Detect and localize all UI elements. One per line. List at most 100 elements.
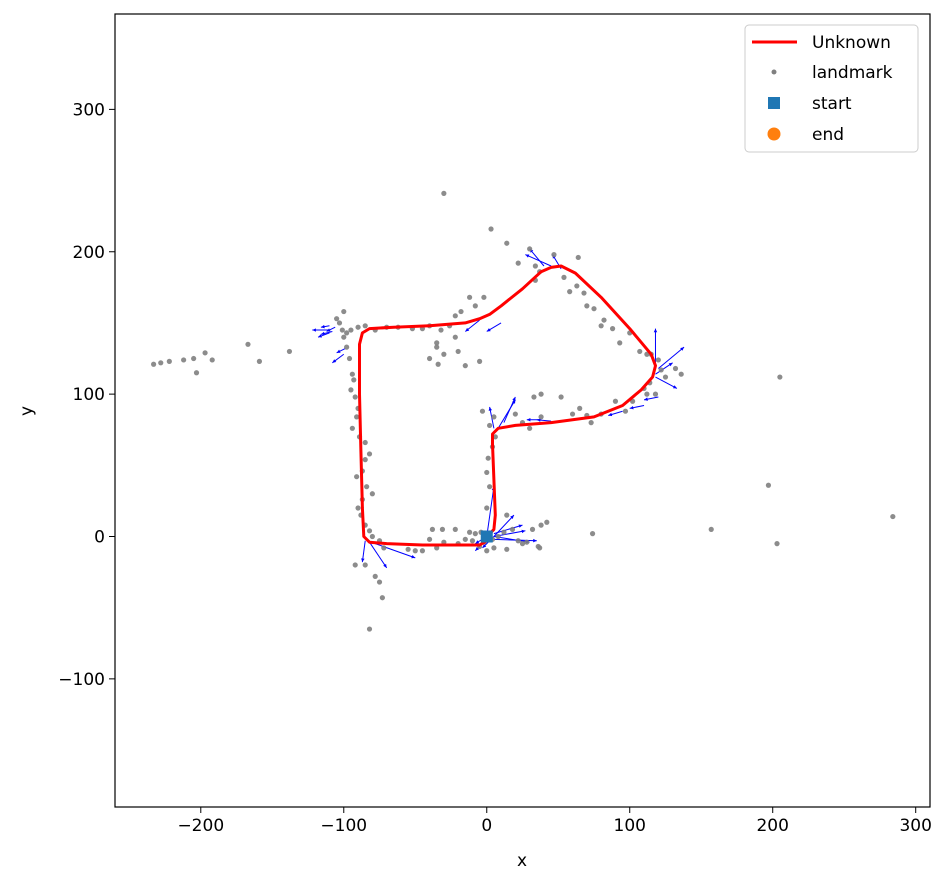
landmark-point <box>527 425 533 431</box>
landmark-point <box>765 482 772 488</box>
arrow-head <box>318 334 323 338</box>
landmark-point <box>581 290 587 296</box>
arrow-head <box>475 540 480 544</box>
landmark-point <box>515 538 521 544</box>
landmark-point <box>531 394 537 400</box>
landmark-point <box>672 365 679 372</box>
legend: Unknown landmark start end <box>744 24 919 153</box>
landmark-point <box>352 394 358 400</box>
landmark-point <box>504 512 510 518</box>
landmark-point <box>537 545 543 551</box>
landmark-point <box>412 548 418 554</box>
landmark-point <box>426 536 433 542</box>
landmark-point <box>352 562 358 568</box>
landmark-point <box>890 513 896 520</box>
landmark-point <box>339 327 345 333</box>
orientation-arrow <box>493 538 537 542</box>
arrow-head <box>521 529 526 534</box>
landmark-point <box>515 260 521 266</box>
landmark-point <box>637 348 643 355</box>
landmark-point <box>509 526 516 532</box>
orientation-arrow <box>493 524 523 535</box>
landmark-point <box>372 573 378 579</box>
orientation-arrow <box>369 541 388 569</box>
landmark-point <box>487 422 493 429</box>
orientation-arrow <box>529 248 545 267</box>
landmark-point <box>495 533 501 540</box>
arrow-layer <box>312 248 685 569</box>
landmark-point <box>256 358 263 364</box>
arrow-head <box>326 328 331 332</box>
landmark-point <box>452 313 458 319</box>
legend-label-trajectory: Unknown <box>812 33 891 53</box>
landmark-point <box>479 408 486 414</box>
landmark-point <box>245 341 251 347</box>
landmark-point <box>354 414 360 420</box>
arrow-head <box>672 385 677 389</box>
plot-area <box>151 190 896 632</box>
landmark-point <box>519 541 526 547</box>
arrow-head <box>320 331 325 336</box>
landmark-point <box>434 545 440 551</box>
landmark-point <box>405 546 411 552</box>
landmark-point <box>655 357 661 363</box>
landmark-point <box>484 548 490 554</box>
legend-box <box>744 24 919 153</box>
landmark-point <box>538 414 544 420</box>
y-tick-label: 300 <box>73 100 105 120</box>
landmark-point <box>441 190 447 196</box>
landmark-point <box>488 226 494 232</box>
landmark-point <box>181 357 187 363</box>
landmark-point <box>462 536 468 542</box>
arrow-head <box>383 563 387 568</box>
landmark-point <box>472 531 478 537</box>
orientation-arrow <box>655 376 678 389</box>
arrow-head <box>608 412 613 417</box>
landmark-point <box>574 283 580 289</box>
y-tick-label: 0 <box>94 527 105 547</box>
landmark-point <box>151 361 157 367</box>
arrow-head <box>411 555 416 559</box>
landmark-point <box>193 370 200 376</box>
landmark-point <box>455 348 461 355</box>
arrow-head <box>488 406 493 411</box>
landmark-point <box>527 246 533 252</box>
landmark-point <box>452 526 458 532</box>
arrow-head <box>653 328 658 333</box>
landmark-point <box>369 491 375 497</box>
x-tick-label: 100 <box>614 816 646 836</box>
arrow-head <box>533 538 537 543</box>
arrow-head <box>512 396 516 401</box>
landmark-point <box>362 562 368 568</box>
arrow-head <box>475 546 480 551</box>
landmark-point <box>678 371 684 377</box>
landmark-point <box>166 358 172 364</box>
landmark-point <box>472 303 478 309</box>
landmark-point <box>598 323 604 329</box>
arrow-head <box>312 328 316 332</box>
landmark-point <box>487 484 493 490</box>
y-axis-label: y <box>17 406 37 416</box>
landmark-point <box>622 408 629 414</box>
arrow-head <box>332 359 337 363</box>
landmark-point <box>491 545 497 551</box>
landmark-point <box>504 240 510 246</box>
landmark-point <box>658 367 664 373</box>
landmark-point <box>452 334 458 340</box>
landmark-point <box>469 538 476 544</box>
landmark-point <box>652 391 659 397</box>
arrow-head <box>525 254 530 258</box>
landmark-point <box>346 355 353 362</box>
orientation-arrow <box>503 396 516 423</box>
arrow-head <box>644 397 648 401</box>
landmark-point <box>354 474 360 480</box>
landmark-point <box>341 308 347 315</box>
legend-circle-icon <box>767 127 781 141</box>
arrow-head <box>320 324 325 329</box>
landmark-point <box>477 358 483 364</box>
landmark-point <box>774 541 780 547</box>
legend-square-icon <box>768 97 780 109</box>
landmark-point <box>558 394 564 400</box>
landmark-point <box>158 360 164 366</box>
landmark-point <box>341 334 347 340</box>
